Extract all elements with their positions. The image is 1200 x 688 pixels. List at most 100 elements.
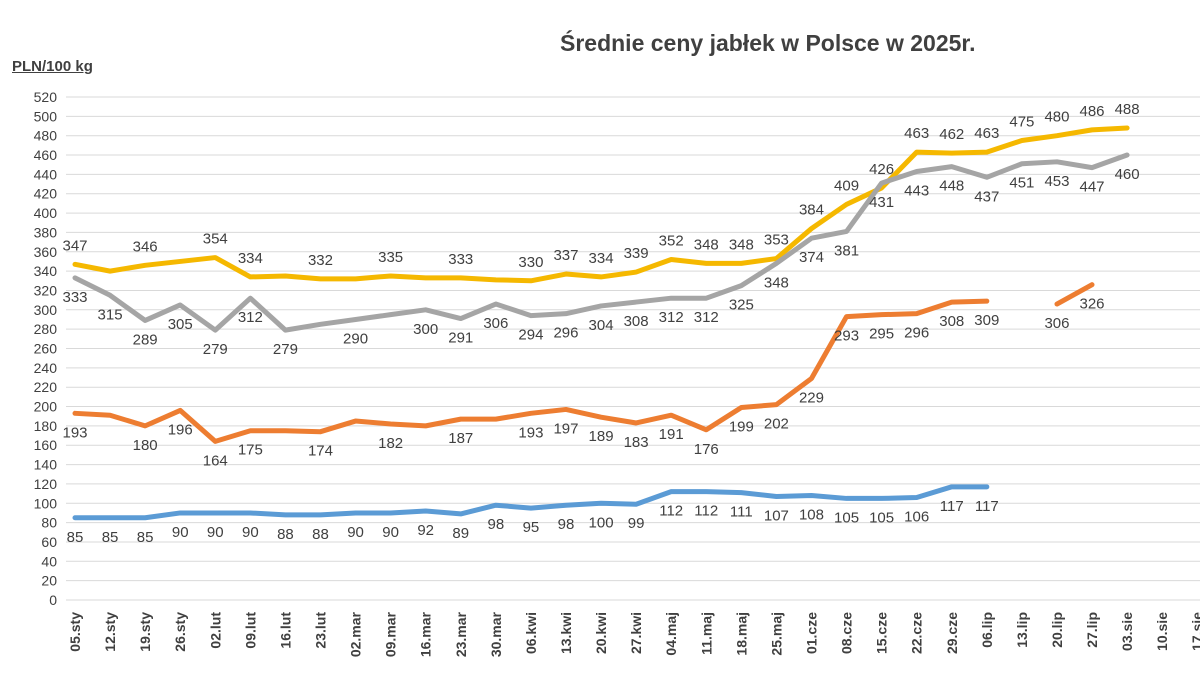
y-tick-label: 60 [41,534,57,550]
data-label: 202 [764,416,789,433]
x-tick-label: 09.lut [242,612,258,649]
data-label: 409 [834,177,859,194]
data-label: 333 [62,289,87,306]
data-label: 199 [729,419,754,436]
data-label: 330 [518,254,543,271]
y-tick-label: 280 [34,321,58,337]
data-label: 180 [133,437,158,454]
y-tick-label: 400 [34,205,58,221]
series-line-2 [72,298,990,444]
x-tick-label: 01.cze [803,612,819,654]
data-label: 306 [1044,315,1069,332]
data-label: 352 [659,233,684,250]
x-tick-label: 10.sie [1154,612,1170,651]
data-label: 176 [694,441,719,458]
data-label: 300 [413,321,438,338]
y-axis-label: PLN/100 kg [12,58,93,75]
y-tick-label: 100 [34,495,58,511]
x-tick-label: 27.kwi [628,612,644,654]
data-label: 88 [312,526,329,543]
data-label: 164 [203,452,228,469]
data-label: 196 [168,421,193,438]
data-label: 334 [238,250,263,267]
y-tick-label: 200 [34,399,58,415]
data-label: 107 [764,507,789,524]
x-tick-label: 13.lip [1014,612,1030,648]
x-tick-label: 27.lip [1084,612,1100,648]
data-label: 426 [869,161,894,178]
y-tick-label: 220 [34,379,58,395]
x-tick-label: 11.maj [698,612,714,655]
x-tick-label: 20.lip [1049,612,1065,648]
data-label: 112 [694,503,718,520]
x-tick-label: 26.sty [172,612,188,652]
y-tick-label: 420 [34,186,58,202]
y-tick-label: 500 [34,108,58,124]
x-tick-label: 18.maj [733,612,749,656]
x-tick-label: 30.mar [488,611,504,657]
x-tick-label: 09.mar [383,611,399,657]
data-label: 309 [974,312,999,329]
x-tick-label: 22.cze [909,612,925,654]
chart-title: Średnie ceny jabłek w Polsce w 2025r. [560,30,976,56]
y-tick-label: 360 [34,244,58,260]
data-label: 289 [133,331,158,348]
data-label: 339 [624,245,649,262]
data-label: 291 [448,330,473,347]
x-tick-label: 06.kwi [523,612,539,654]
data-label: 88 [277,526,294,543]
data-label: 296 [553,325,578,342]
x-tick-label: 23.mar [453,611,469,657]
x-tick-label: 13.kwi [558,612,574,654]
data-label: 296 [904,325,929,342]
data-label: 90 [172,524,189,541]
x-tick-label: 08.cze [839,612,855,654]
data-label: 90 [347,524,364,541]
data-label: 348 [764,274,789,291]
data-label: 305 [168,316,193,333]
x-tick-label: 05.sty [67,612,83,652]
data-label: 294 [518,327,543,344]
data-label: 229 [799,389,824,406]
series-line-2 [1054,282,1095,307]
data-label: 463 [974,125,999,142]
data-label: 315 [98,306,123,323]
x-tick-label: 25.maj [768,612,784,656]
data-label: 353 [764,232,789,249]
data-label: 354 [203,231,228,248]
x-tick-label: 02.mar [348,611,364,657]
data-label: 337 [553,247,578,264]
data-label: 486 [1080,103,1105,120]
x-tick-label: 29.cze [944,612,960,654]
y-tick-label: 460 [34,147,58,163]
series-line-3 [72,484,990,521]
data-label: 332 [308,252,333,269]
y-tick-label: 440 [34,166,58,182]
data-label: 90 [242,524,259,541]
y-tick-label: 300 [34,302,58,318]
data-label: 326 [1080,296,1105,313]
y-tick-label: 0 [49,592,57,608]
y-tick-label: 40 [41,553,57,569]
data-label: 187 [448,430,473,447]
data-label: 85 [137,529,154,546]
y-tick-label: 380 [34,224,58,240]
x-tick-label: 15.cze [874,612,890,654]
data-label: 348 [729,236,754,253]
data-label: 100 [589,514,614,531]
data-label: 290 [343,330,368,347]
data-label: 191 [659,426,684,443]
series-line-1 [72,152,1130,333]
data-label: 453 [1044,173,1069,190]
data-label: 197 [553,420,578,437]
x-tick-label: 20.kwi [593,612,609,654]
data-label: 304 [589,317,614,334]
data-label: 89 [452,525,469,542]
data-label: 348 [694,236,719,253]
data-label: 105 [834,509,859,526]
data-label: 98 [487,516,504,533]
data-label: 193 [518,424,543,441]
data-label: 312 [694,309,719,326]
data-label: 451 [1009,175,1034,192]
